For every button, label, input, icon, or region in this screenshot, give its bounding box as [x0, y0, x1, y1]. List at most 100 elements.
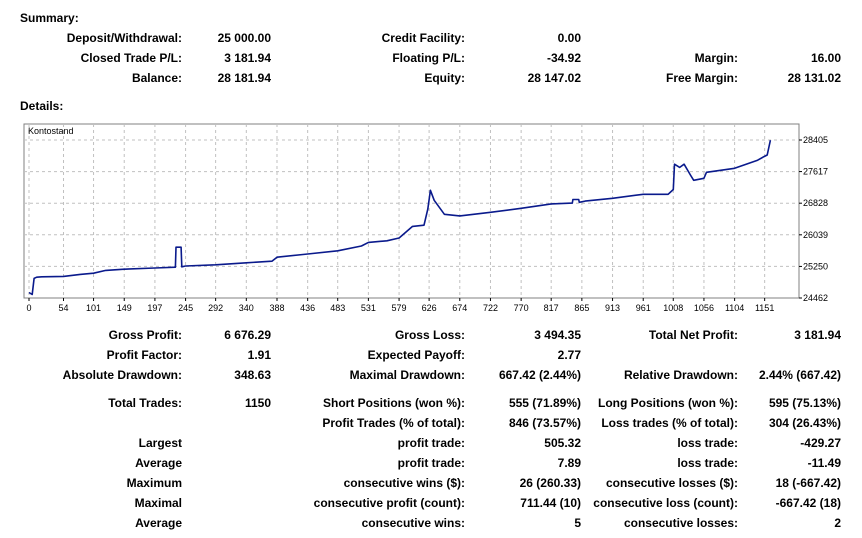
largest-profit-trade-value: 505.32	[544, 436, 581, 450]
gross-loss-label: Gross Loss:	[394, 328, 465, 342]
max-consecutive-losses-value: 18 (-667.42)	[775, 476, 841, 490]
summary-heading: Summary:	[20, 11, 79, 25]
deposit-label: Deposit/Withdrawal:	[66, 31, 182, 45]
avg-consecutive-wins-label: consecutive wins:	[361, 516, 465, 530]
closed-trade-pl-value: 3 181.94	[224, 51, 271, 65]
x-tick-label: 0	[26, 303, 31, 313]
deposit-value: 25 000.00	[217, 31, 271, 45]
balance-series-line	[28, 140, 772, 296]
floating-pl-value: -34.92	[546, 51, 581, 65]
maximal-consecutive-profit-value: 711.44 (10)	[520, 496, 581, 510]
margin-label: Margin:	[694, 51, 738, 65]
absolute-drawdown-value: 348.63	[234, 368, 271, 382]
x-tick-label: 817	[544, 303, 559, 313]
expected-payoff-label: Expected Payoff:	[367, 348, 465, 362]
x-tick-label: 292	[208, 303, 223, 313]
balance-value: 28 181.94	[217, 71, 271, 85]
maximal-drawdown-label: Maximal Drawdown:	[349, 368, 465, 382]
x-tick-label: 674	[452, 303, 467, 313]
loss-trades-value: 304 (26.43%)	[768, 416, 841, 430]
y-tick-label: 24462	[803, 293, 828, 303]
details-heading: Details:	[20, 99, 64, 113]
x-tick-label: 101	[86, 303, 101, 313]
max-consecutive-wins-label: consecutive wins ($):	[343, 476, 465, 490]
x-tick-label: 1056	[694, 303, 714, 313]
gross-profit-value: 6 676.29	[224, 328, 271, 342]
total-net-profit-value: 3 181.94	[794, 328, 841, 342]
x-tick-label: 149	[117, 303, 132, 313]
average-loss-trade-label: loss trade:	[677, 456, 738, 470]
long-positions-value: 595 (75.13%)	[768, 396, 841, 410]
free-margin-label: Free Margin:	[665, 71, 738, 85]
maximal-consecutive-profit-label: consecutive profit (count):	[313, 496, 465, 510]
y-axis: 24462 25250 26039 26828 27617 28405	[799, 135, 828, 303]
x-tick-label: 436	[300, 303, 315, 313]
x-tick-label: 245	[178, 303, 193, 313]
closed-trade-pl-label: Closed Trade P/L:	[80, 51, 182, 65]
avg-consecutive-losses-label: consecutive losses:	[623, 516, 738, 530]
average-label: Average	[135, 456, 182, 470]
x-tick-label: 340	[239, 303, 254, 313]
balance-label: Balance:	[131, 71, 182, 85]
x-tick-label: 770	[514, 303, 529, 313]
x-tick-label: 626	[422, 303, 437, 313]
equity-label: Equity:	[424, 71, 465, 85]
chart-legend: Kontostand	[28, 126, 74, 136]
long-positions-label: Long Positions (won %):	[598, 396, 738, 410]
total-net-profit-label: Total Net Profit:	[648, 328, 738, 342]
expected-payoff-value: 2.77	[557, 348, 581, 362]
credit-facility-label: Credit Facility:	[381, 31, 465, 45]
relative-drawdown-value: 2.44% (667.42)	[758, 368, 841, 382]
x-tick-label: 197	[147, 303, 162, 313]
y-tick-label: 26039	[803, 230, 828, 240]
x-tick-label: 531	[361, 303, 376, 313]
x-tick-label: 579	[392, 303, 407, 313]
balance-chart: Kontostand 24462 25250 26039 26828 27617 2840…	[23, 123, 828, 313]
total-trades-label: Total Trades:	[108, 396, 182, 410]
free-margin-value: 28 131.02	[787, 71, 841, 85]
equity-value: 28 147.02	[527, 71, 581, 85]
largest-loss-trade-value: -429.27	[800, 436, 841, 450]
x-axis: 0 54 101 149 197 245 292 340 388 436 483 531 579 626 6…	[26, 298, 774, 313]
chart-plot-area	[23, 123, 800, 299]
average-consecutive-label: Average	[135, 516, 182, 530]
margin-value: 16.00	[810, 51, 841, 65]
largest-profit-trade-label: profit trade:	[397, 436, 465, 450]
y-tick-label: 27617	[803, 167, 828, 177]
maximum-label: Maximum	[126, 476, 182, 490]
short-positions-value: 555 (71.89%)	[508, 396, 581, 410]
x-tick-label: 722	[483, 303, 498, 313]
gross-profit-label: Gross Profit:	[108, 328, 182, 342]
chart-grid	[24, 124, 799, 298]
relative-drawdown-label: Relative Drawdown:	[623, 368, 738, 382]
x-tick-label: 913	[605, 303, 620, 313]
maximal-drawdown-value: 667.42 (2.44%)	[498, 368, 581, 382]
max-consecutive-wins-value: 26 (260.33)	[519, 476, 581, 490]
profit-trades-label: Profit Trades (% of total):	[322, 416, 465, 430]
y-tick-label: 25250	[803, 261, 828, 271]
x-tick-label: 483	[330, 303, 345, 313]
credit-facility-value: 0.00	[557, 31, 581, 45]
x-tick-label: 1151	[755, 303, 774, 313]
x-tick-label: 961	[636, 303, 651, 313]
x-tick-label: 865	[574, 303, 589, 313]
total-trades-value: 1150	[244, 396, 271, 410]
avg-consecutive-wins-value: 5	[574, 516, 581, 530]
avg-consecutive-losses-value: 2	[834, 516, 841, 530]
profit-factor-label: Profit Factor:	[106, 348, 182, 362]
profit-trades-value: 846 (73.57%)	[508, 416, 581, 430]
absolute-drawdown-label: Absolute Drawdown:	[62, 368, 182, 382]
y-tick-label: 26828	[803, 198, 828, 208]
average-profit-trade-value: 7.89	[557, 456, 581, 470]
maximal-consecutive-loss-label: consecutive loss (count):	[593, 496, 738, 510]
loss-trades-label: Loss trades (% of total):	[601, 416, 738, 430]
average-loss-trade-value: -11.49	[807, 456, 841, 470]
profit-factor-value: 1.91	[247, 348, 271, 362]
largest-label: Largest	[138, 436, 182, 450]
x-tick-label: 1008	[663, 303, 683, 313]
x-tick-label: 54	[59, 303, 69, 313]
max-consecutive-losses-label: consecutive losses ($):	[605, 476, 738, 490]
short-positions-label: Short Positions (won %):	[323, 396, 465, 410]
x-tick-label: 1104	[725, 303, 744, 313]
largest-loss-trade-label: loss trade:	[677, 436, 738, 450]
